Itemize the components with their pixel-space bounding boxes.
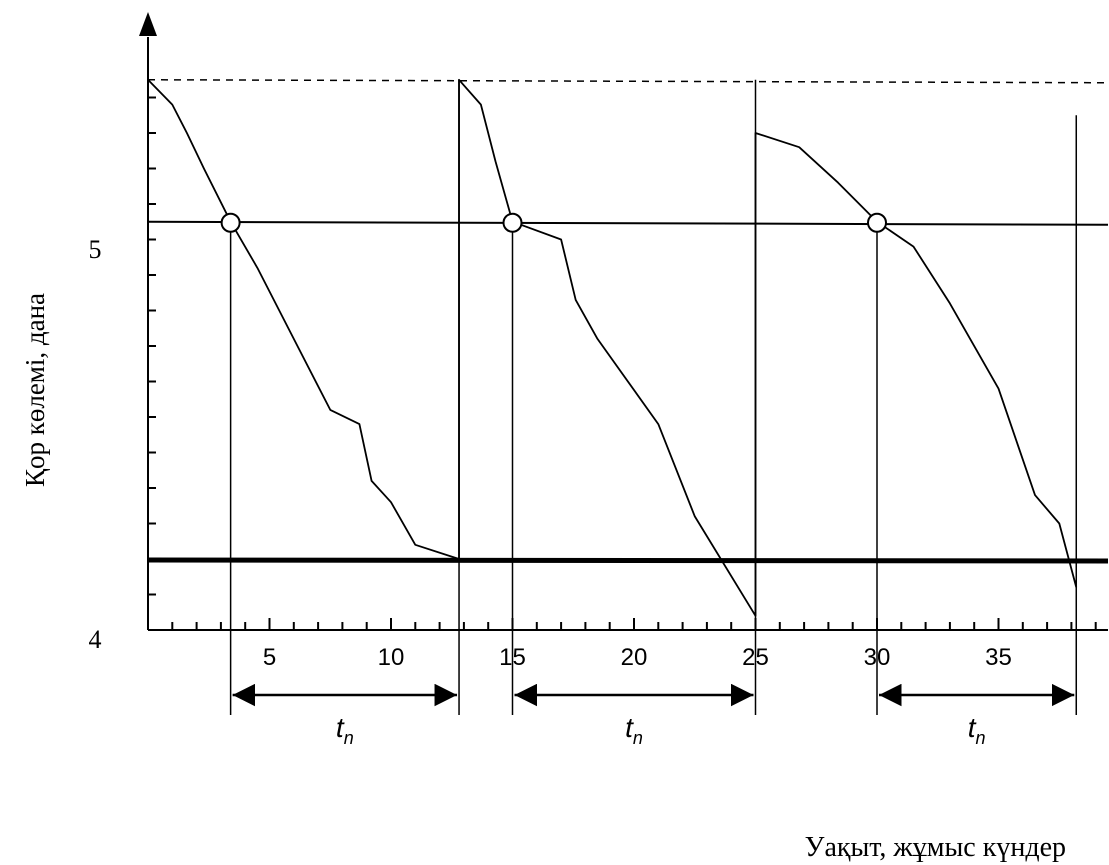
- reorder-point-marker: [502, 212, 523, 233]
- y-axis-label: Қор көлемі, дана: [20, 293, 50, 487]
- markers-layer: [220, 212, 887, 233]
- x-axis-label: Уақыт, жұмыс күндер: [805, 832, 1066, 863]
- x-tick-label: 25: [742, 644, 769, 671]
- lead-time-label: tn: [336, 712, 354, 748]
- lines-layer: [139, 12, 1109, 715]
- reorder-point-marker: [220, 212, 241, 233]
- x-tick-label: 30: [864, 644, 891, 671]
- reorder-level-line: [147, 220, 1109, 226]
- y-axis-arrowhead: [139, 12, 157, 36]
- labels-layer: 5 10 15 20 25 30 35 5 4 tn tn tn: [89, 235, 1012, 748]
- lead-time-label: tn: [625, 712, 643, 748]
- stock-level-line: [147, 78, 1078, 617]
- safety-stock-line: [147, 557, 1109, 564]
- y-tick-label: 5: [89, 235, 102, 264]
- x-tick-label: 20: [621, 644, 648, 671]
- lead-time-label: tn: [968, 712, 986, 748]
- x-tick-label: 5: [263, 644, 276, 671]
- reorder-point-marker: [867, 212, 887, 233]
- ticks-layer: [148, 96, 1097, 630]
- max-level-line: [147, 79, 1109, 84]
- x-tick-label: 15: [499, 644, 526, 671]
- series-layer: [147, 78, 1078, 617]
- x-tick-label: 35: [985, 644, 1012, 671]
- x-tick-label: 10: [378, 644, 405, 671]
- y-tick-label: 4: [89, 625, 102, 654]
